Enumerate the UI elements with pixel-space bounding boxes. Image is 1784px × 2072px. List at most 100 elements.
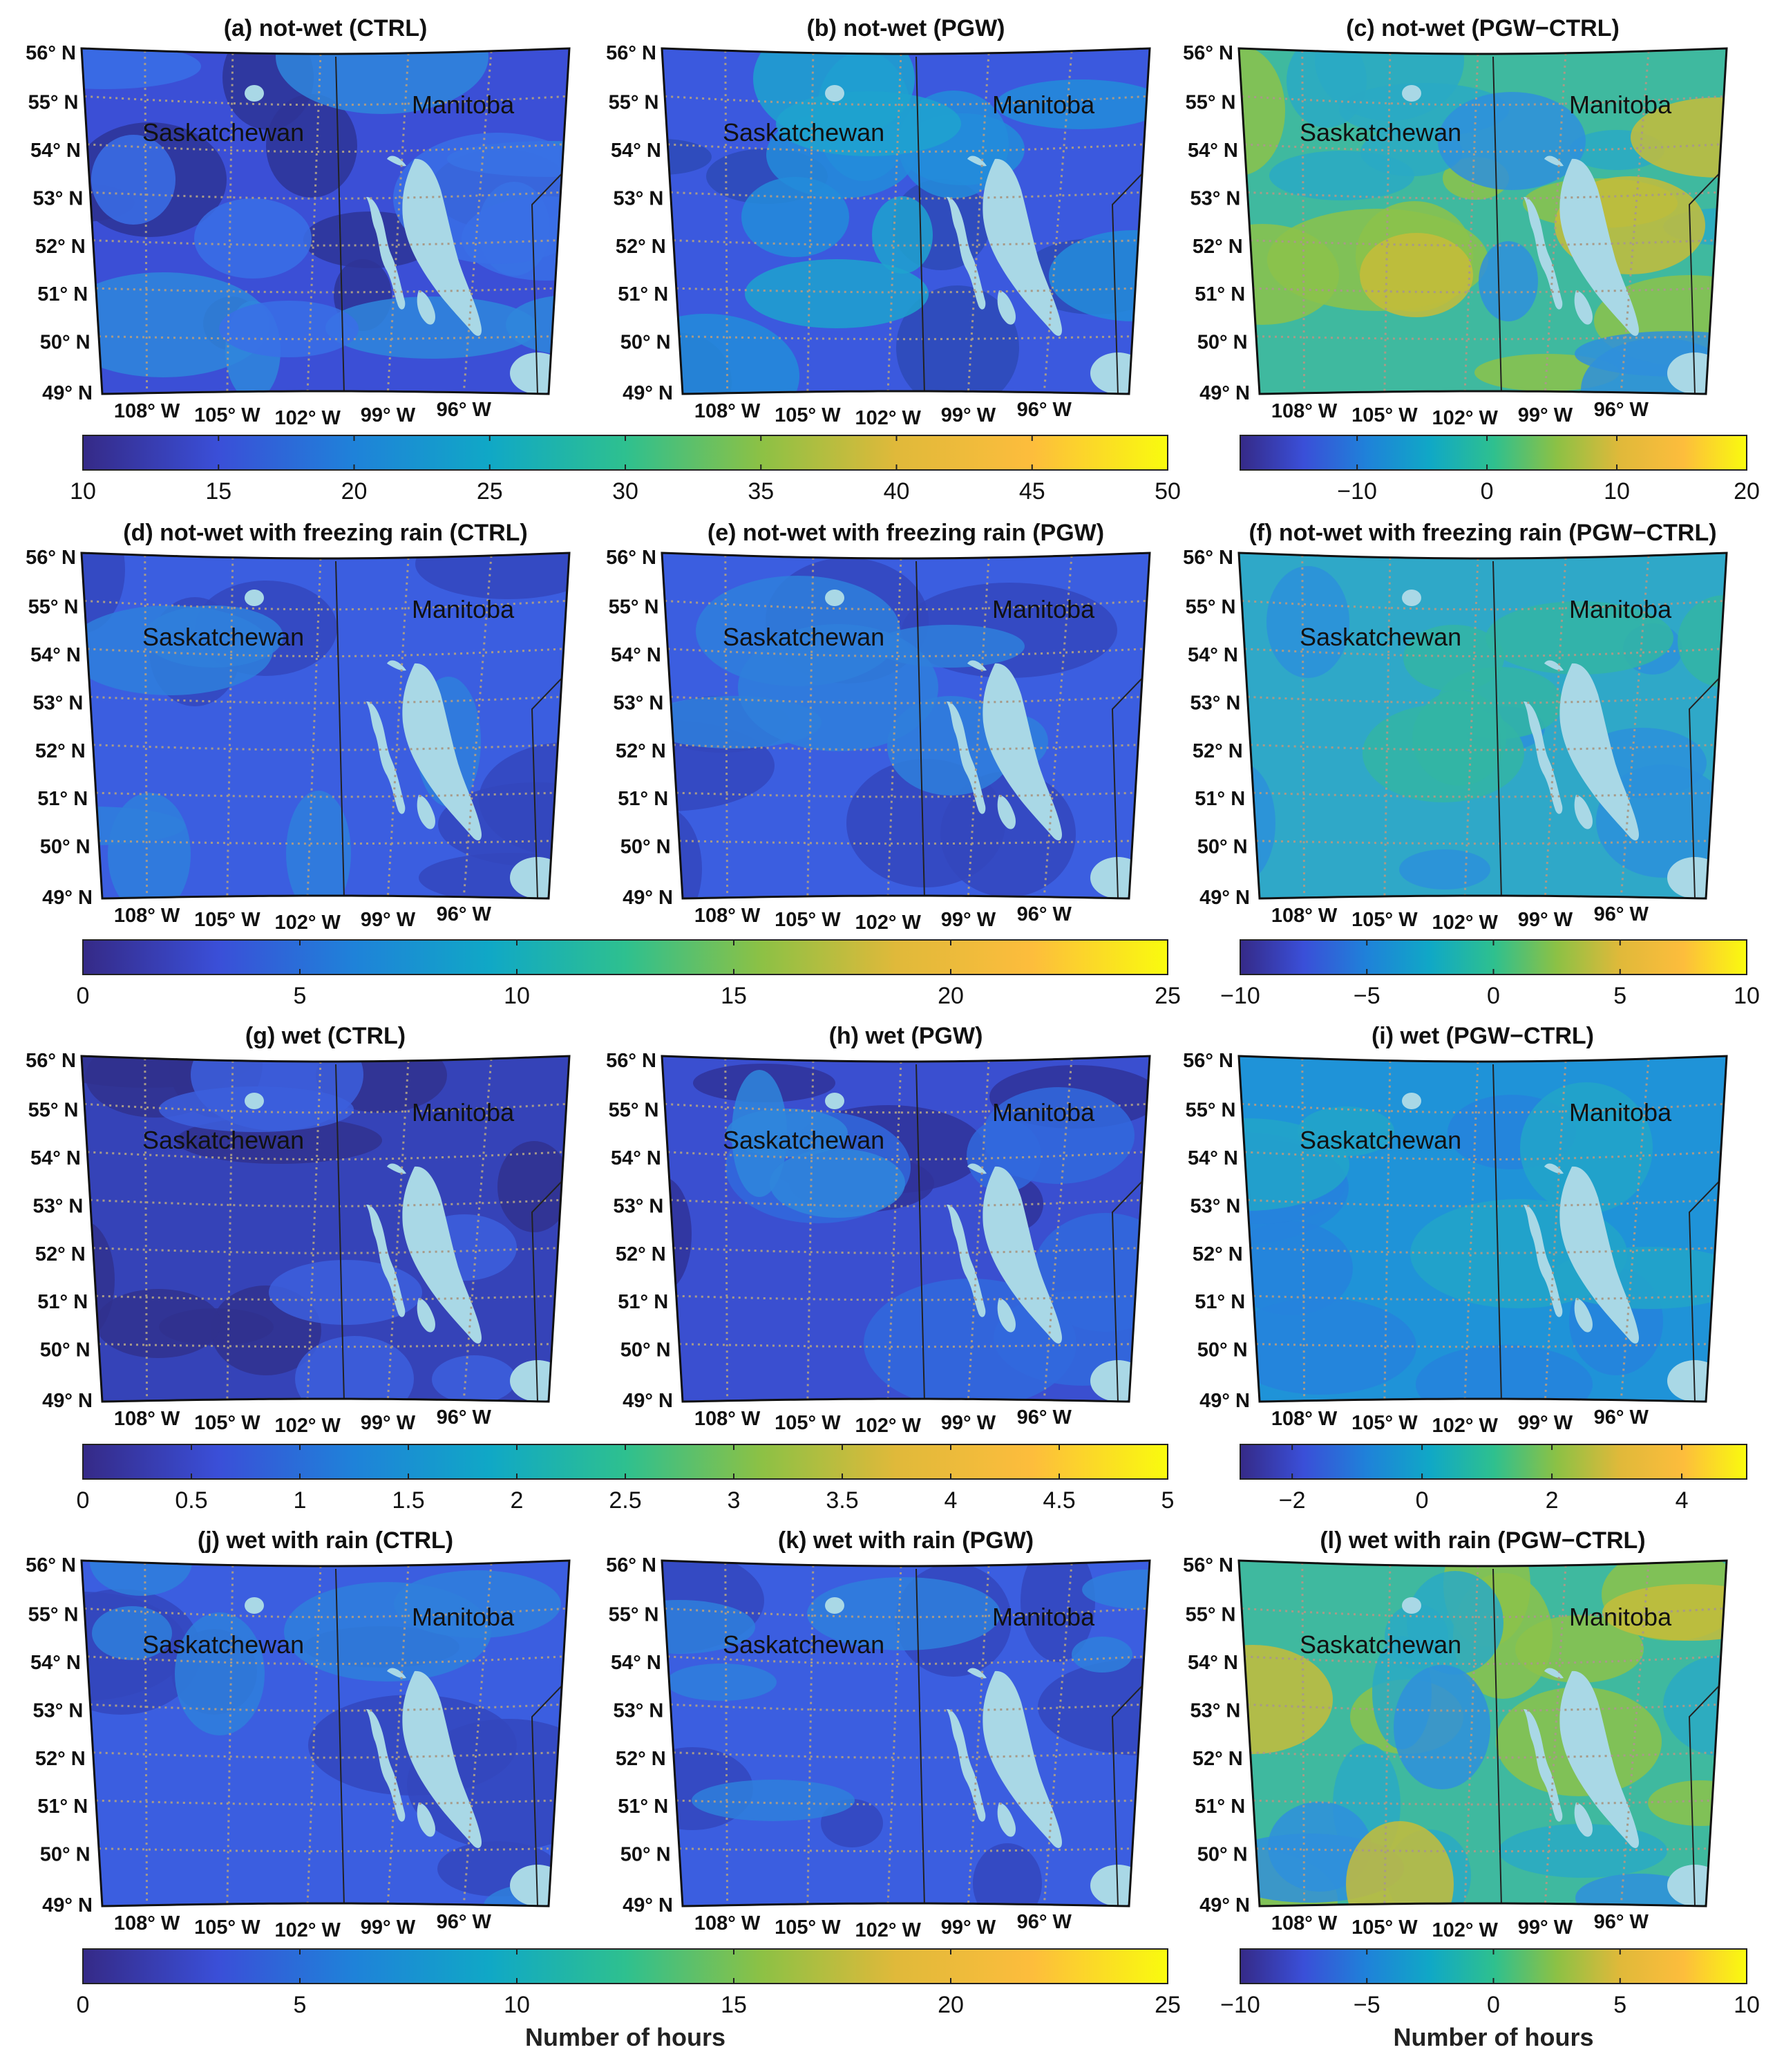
latitude-tick-label: 52° N	[35, 1748, 86, 1770]
latitude-gridline	[673, 239, 1139, 247]
longitude-gridline	[1620, 1058, 1650, 1400]
colorbar-tick-label: 4	[945, 1487, 958, 1514]
longitude-gridline	[806, 53, 815, 392]
field-patch	[1268, 1802, 1372, 1892]
colorbar-tick-label: 15	[205, 478, 231, 505]
province-border	[1688, 165, 1727, 394]
latitude-gridline	[87, 1655, 564, 1666]
map-field	[82, 48, 569, 394]
latitude-tick-label: 56° N	[606, 547, 656, 569]
colorbar-tick-label: 20	[938, 983, 964, 1009]
lake-shape	[402, 663, 482, 840]
longitude-gridline	[1463, 1061, 1479, 1400]
longitude-tick-label: 99° W	[361, 1412, 416, 1434]
field-patch	[1399, 849, 1490, 889]
province-border	[915, 56, 925, 394]
longitude-gridline	[1463, 1565, 1479, 1904]
lake-shape	[947, 1204, 986, 1317]
field-patch	[144, 605, 283, 668]
field-patch	[967, 1119, 1041, 1192]
longitude-gridline	[1620, 555, 1650, 897]
lake-shape	[387, 1668, 406, 1679]
colorbar-gradient	[1240, 939, 1747, 975]
longitude-tick-label: 105° W	[1351, 1412, 1418, 1434]
map-panel: Saskatchewan Manitoba (b) not-wet (PGW) 56°…	[606, 15, 1151, 429]
field-patch	[1631, 97, 1727, 178]
map-panel: Saskatchewan Manitoba (c) not-wet (PGW−CTR…	[1183, 15, 1728, 429]
longitude-tick-label: 108° W	[114, 400, 180, 422]
field-patch	[662, 807, 702, 898]
longitude-tick-label: 102° W	[855, 1415, 921, 1437]
latitude-gridline	[1247, 1703, 1718, 1712]
colorbar-tick-label: 50	[1155, 478, 1181, 505]
latitude-tick-label: 53° N	[613, 1195, 663, 1217]
latitude-gridline	[679, 1847, 1133, 1853]
colorbar-tick-label: 45	[1019, 478, 1045, 505]
latitude-gridline	[1253, 791, 1713, 798]
map-field	[1239, 48, 1727, 394]
province-border	[915, 1064, 925, 1402]
latitude-tick-label: 53° N	[32, 692, 83, 714]
field-patch	[159, 1086, 354, 1132]
longitude-tick-label: 99° W	[941, 1412, 996, 1434]
latitude-gridline	[1244, 143, 1721, 153]
field-patch	[1360, 128, 1463, 176]
colorbar-tick-label: 35	[748, 478, 774, 505]
map-panel: Saskatchewan Manitoba (j) wet with rain (C…	[26, 1527, 571, 1941]
colorbar-tick-label: 1.5	[392, 1487, 424, 1514]
province-border	[531, 1173, 569, 1402]
longitude-gridline	[462, 1058, 493, 1400]
map-panels: Saskatchewan Manitoba (a) not-wet (CTRL) 56…	[26, 15, 1728, 1941]
longitude-gridline	[806, 1060, 815, 1400]
longitude-tick-label: 102° W	[855, 912, 921, 934]
colorbar-tick-label: 15	[721, 983, 747, 1009]
province-label-saskatchewan: Saskatchewan	[142, 623, 304, 651]
longitude-tick-label: 96° W	[1594, 1406, 1649, 1429]
longitude-tick-label: 108° W	[694, 905, 761, 927]
province-label-manitoba: Manitoba	[1569, 1603, 1672, 1631]
map-frame	[1237, 552, 1728, 900]
field-patch	[1520, 1082, 1653, 1214]
latitude-gridline	[676, 1294, 1136, 1301]
latitude-gridline	[1253, 1799, 1713, 1806]
latitude-tick-label: 49° N	[42, 1894, 93, 1916]
map-frame	[1237, 1559, 1728, 1908]
lake-shape	[825, 590, 844, 606]
colorbar-tick-label: 15	[721, 1992, 747, 2018]
latitude-gridline	[1244, 648, 1721, 658]
map-field	[82, 1056, 569, 1402]
field-patch	[1239, 1118, 1349, 1211]
map-panel: Saskatchewan Manitoba (h) wet (PGW) 56° N 55…	[606, 1023, 1151, 1437]
latitude-gridline	[676, 791, 1136, 798]
map-field	[662, 553, 1150, 898]
colorbar-gradient	[82, 435, 1168, 471]
field-patch	[776, 91, 961, 156]
lake-shape	[1524, 196, 1563, 310]
latitude-tick-label: 50° N	[620, 1844, 671, 1866]
field-patch	[415, 553, 569, 599]
province-label-manitoba: Manitoba	[1569, 91, 1672, 119]
colorbar-tick-label: 2.5	[609, 1487, 641, 1514]
field-patch	[194, 198, 312, 279]
colorbar-tick-label: −2	[1279, 1487, 1306, 1514]
field-patch	[276, 48, 488, 114]
longitude-tick-label: 99° W	[1518, 909, 1573, 931]
longitude-tick-label: 99° W	[941, 1916, 996, 1939]
latitude-tick-label: 52° N	[35, 236, 86, 258]
longitude-tick-label: 99° W	[1518, 1412, 1573, 1434]
colorbar-tick-label: 2	[511, 1487, 524, 1514]
longitude-tick-label: 108° W	[1271, 1408, 1338, 1430]
latitude-gridline	[87, 648, 564, 658]
latitude-gridline	[1244, 1655, 1721, 1666]
longitude-tick-label: 102° W	[1432, 1919, 1498, 1941]
map-frame	[661, 552, 1151, 900]
longitude-gridline	[967, 1060, 990, 1400]
longitude-gridline	[226, 557, 234, 896]
map-panel: Saskatchewan Manitoba (g) wet (CTRL) 56° N 5…	[26, 1023, 571, 1437]
field-patch	[896, 285, 1019, 394]
province-border	[915, 1568, 925, 1906]
field-patch	[738, 624, 938, 751]
latitude-tick-label: 49° N	[623, 382, 673, 404]
province-border	[1688, 1677, 1727, 1906]
lake-shape	[245, 85, 264, 102]
